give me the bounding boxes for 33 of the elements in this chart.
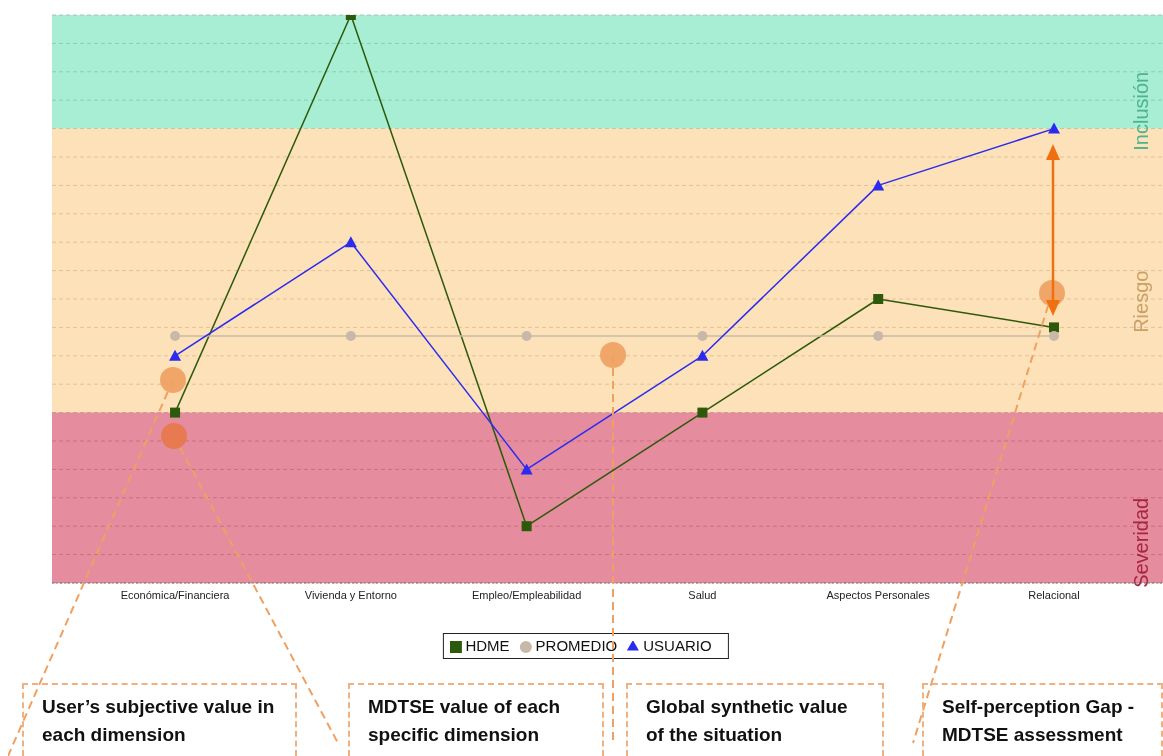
text: Global synthetic value of the situation (626, 683, 884, 756)
point (521, 330, 532, 341)
point (170, 407, 181, 418)
point (873, 294, 884, 304)
band-label: Severidad (1130, 497, 1153, 588)
point (345, 330, 356, 341)
point (697, 330, 708, 341)
text: User’s subjective value in each dimension (22, 683, 297, 756)
legend-label: USUARIO (643, 637, 712, 654)
text: MDTSE value of each specific dimension (348, 683, 604, 756)
point (170, 330, 181, 341)
legend-label: PROMEDIO (535, 637, 618, 654)
point (872, 179, 885, 191)
x-tick-label: Empleo/Empleabilidad (471, 588, 582, 601)
point (697, 407, 708, 418)
band-label: Inclusión (1130, 71, 1153, 151)
x-tick-label: Salud (688, 588, 717, 601)
x-tick-label: Relacional (1028, 588, 1080, 601)
band-label: Riesgo (1130, 270, 1153, 333)
x-tick-label: Vivienda y Entorno (304, 588, 397, 601)
point (1049, 322, 1060, 333)
x-tick-label: Económica/Financiera (120, 588, 231, 601)
point (521, 521, 532, 532)
point (696, 349, 709, 361)
point (520, 463, 533, 475)
x-tick-label: Aspectos Personales (826, 588, 931, 601)
text: Self-perception Gap - MDTSE assessment (922, 683, 1163, 756)
point (1049, 330, 1060, 341)
point (344, 236, 357, 248)
point (873, 330, 884, 341)
legend-label: HDME (465, 637, 510, 654)
point (169, 349, 182, 361)
point (1048, 122, 1061, 134)
